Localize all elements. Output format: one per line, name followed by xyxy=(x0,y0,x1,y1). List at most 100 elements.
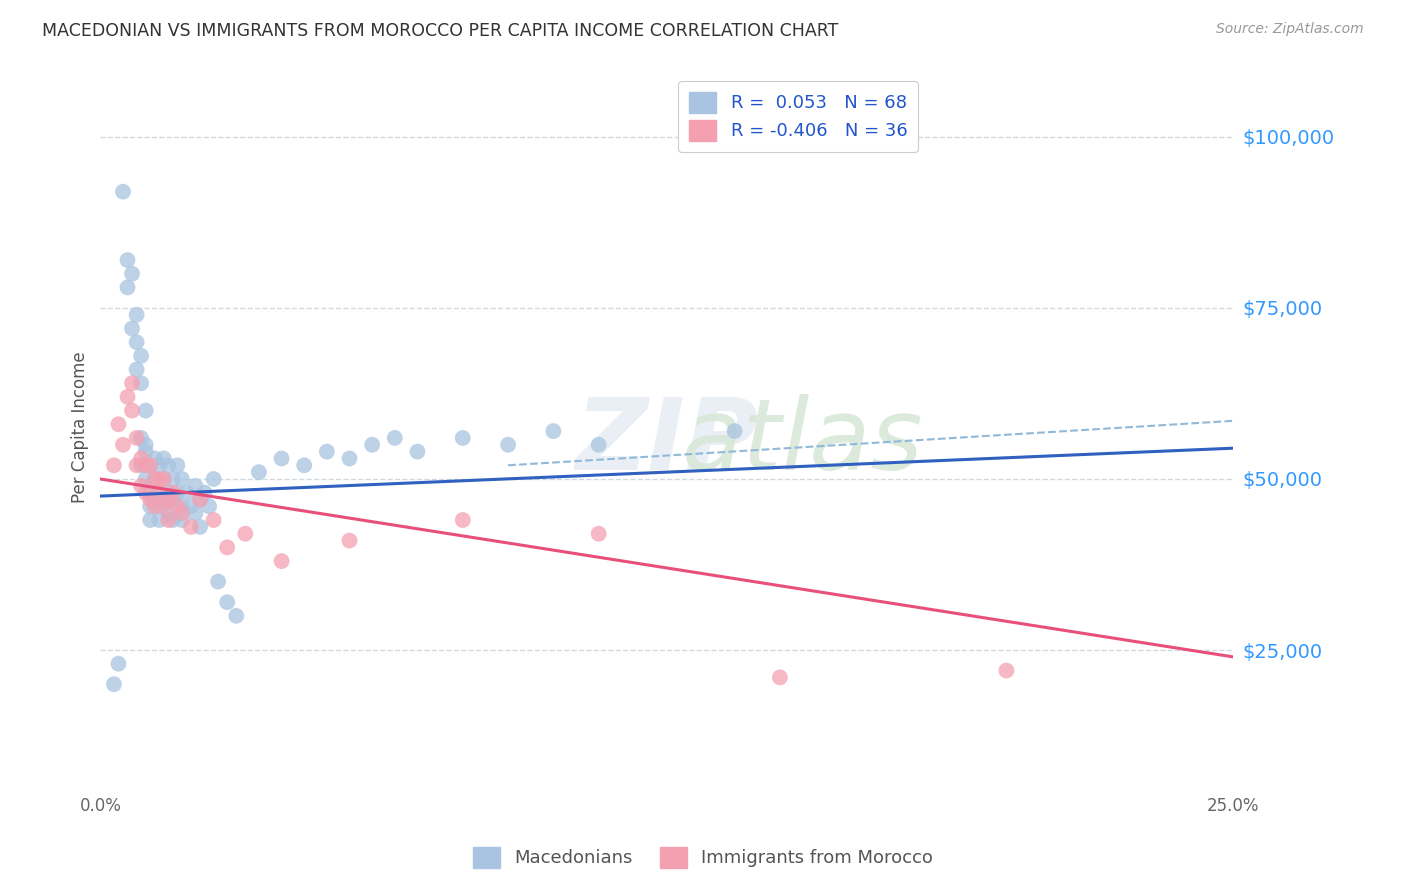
Point xyxy=(139,485,162,500)
Point xyxy=(139,492,162,507)
Point xyxy=(117,280,139,294)
Point xyxy=(176,485,198,500)
Point xyxy=(723,424,745,438)
Point xyxy=(135,472,157,486)
Text: MACEDONIAN VS IMMIGRANTS FROM MOROCCO PER CAPITA INCOME CORRELATION CHART: MACEDONIAN VS IMMIGRANTS FROM MOROCCO PE… xyxy=(42,22,838,40)
Point xyxy=(107,657,129,671)
Point xyxy=(217,541,239,555)
Point xyxy=(143,492,166,507)
Point xyxy=(139,500,162,514)
Text: ZIP: ZIP xyxy=(575,393,758,491)
Point xyxy=(129,458,152,473)
Point xyxy=(166,500,188,514)
Point xyxy=(202,472,225,486)
Point xyxy=(180,520,202,534)
Point xyxy=(247,465,270,479)
Point xyxy=(157,506,180,520)
Point xyxy=(129,431,152,445)
Point xyxy=(125,458,148,473)
Point xyxy=(166,458,188,473)
Point xyxy=(170,513,193,527)
Point xyxy=(162,485,184,500)
Text: atlas: atlas xyxy=(682,393,924,491)
Point xyxy=(170,506,193,520)
Point xyxy=(188,492,211,507)
Point xyxy=(217,595,239,609)
Point xyxy=(152,451,174,466)
Point xyxy=(117,390,139,404)
Point xyxy=(152,500,174,514)
Point xyxy=(107,417,129,432)
Point xyxy=(184,479,207,493)
Point xyxy=(148,485,170,500)
Point xyxy=(148,485,170,500)
Point xyxy=(125,308,148,322)
Point xyxy=(406,444,429,458)
Point xyxy=(125,431,148,445)
Point xyxy=(157,492,180,507)
Point xyxy=(117,253,139,268)
Legend: R =  0.053   N = 68, R = -0.406   N = 36: R = 0.053 N = 68, R = -0.406 N = 36 xyxy=(678,81,918,152)
Point xyxy=(184,506,207,520)
Point xyxy=(135,458,157,473)
Point xyxy=(129,479,152,493)
Point xyxy=(135,438,157,452)
Point xyxy=(111,185,134,199)
Point xyxy=(270,554,292,568)
Point xyxy=(125,335,148,350)
Point xyxy=(157,513,180,527)
Point xyxy=(292,458,315,473)
Point xyxy=(207,574,229,589)
Point xyxy=(162,492,184,507)
Point xyxy=(103,458,125,473)
Point xyxy=(588,526,610,541)
Point xyxy=(143,500,166,514)
Point xyxy=(157,458,180,473)
Point xyxy=(451,513,474,527)
Point xyxy=(129,349,152,363)
Point xyxy=(995,664,1018,678)
Point xyxy=(121,376,143,391)
Point xyxy=(361,438,384,452)
Point xyxy=(170,500,193,514)
Point xyxy=(135,403,157,417)
Point xyxy=(496,438,519,452)
Point xyxy=(270,451,292,466)
Point xyxy=(157,485,180,500)
Point xyxy=(188,520,211,534)
Point xyxy=(152,492,174,507)
Point xyxy=(129,451,152,466)
Point xyxy=(135,485,157,500)
Point xyxy=(152,472,174,486)
Point xyxy=(384,431,406,445)
Point xyxy=(162,472,184,486)
Point xyxy=(162,513,184,527)
Point xyxy=(339,533,361,548)
Text: Source: ZipAtlas.com: Source: ZipAtlas.com xyxy=(1216,22,1364,37)
Point xyxy=(111,438,134,452)
Point xyxy=(543,424,565,438)
Point xyxy=(139,458,162,473)
Point xyxy=(143,451,166,466)
Point xyxy=(588,438,610,452)
Point xyxy=(769,670,792,684)
Point xyxy=(202,513,225,527)
Y-axis label: Per Capita Income: Per Capita Income xyxy=(72,351,89,503)
Point xyxy=(233,526,256,541)
Point xyxy=(225,608,247,623)
Point xyxy=(170,472,193,486)
Point xyxy=(139,513,162,527)
Point xyxy=(180,500,202,514)
Point xyxy=(152,472,174,486)
Point xyxy=(121,321,143,335)
Point xyxy=(143,472,166,486)
Point xyxy=(129,376,152,391)
Point xyxy=(121,267,143,281)
Point xyxy=(139,458,162,473)
Point xyxy=(148,500,170,514)
Point xyxy=(125,362,148,376)
Point xyxy=(148,472,170,486)
Point xyxy=(121,403,143,417)
Point xyxy=(315,444,337,458)
Point xyxy=(166,485,188,500)
